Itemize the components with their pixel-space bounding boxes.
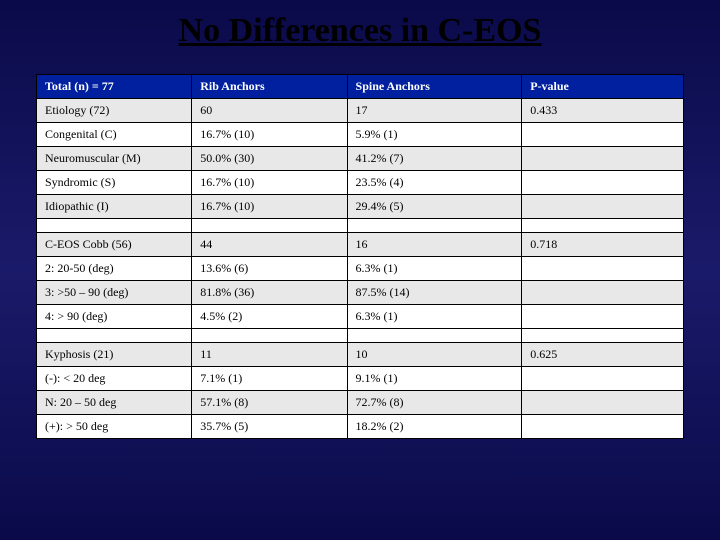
cell: Idiopathic (I): [37, 195, 192, 219]
table-row: Syndromic (S) 16.7% (10) 23.5% (4): [37, 171, 684, 195]
cell: 5.9% (1): [347, 123, 522, 147]
cell: 44: [192, 233, 347, 257]
cell: [522, 415, 684, 439]
cell: [522, 367, 684, 391]
cell: [522, 195, 684, 219]
cell: 29.4% (5): [347, 195, 522, 219]
cell: Syndromic (S): [37, 171, 192, 195]
cell: Kyphosis (21): [37, 343, 192, 367]
table-row: C-EOS Cobb (56) 44 16 0.718: [37, 233, 684, 257]
cell: 16.7% (10): [192, 123, 347, 147]
table-row: 2: 20-50 (deg) 13.6% (6) 6.3% (1): [37, 257, 684, 281]
cell: 4.5% (2): [192, 305, 347, 329]
cell: C-EOS Cobb (56): [37, 233, 192, 257]
cell: 60: [192, 99, 347, 123]
cell: Etiology (72): [37, 99, 192, 123]
cell: 35.7% (5): [192, 415, 347, 439]
table-row: 4: > 90 (deg) 4.5% (2) 6.3% (1): [37, 305, 684, 329]
table-row: Neuromuscular (M) 50.0% (30) 41.2% (7): [37, 147, 684, 171]
table-row: 3: >50 – 90 (deg) 81.8% (36) 87.5% (14): [37, 281, 684, 305]
cell: 11: [192, 343, 347, 367]
cell: 87.5% (14): [347, 281, 522, 305]
slide-title-wrap: No Differences in C-EOS: [0, 0, 720, 56]
header-cell: P-value: [522, 75, 684, 99]
table-row: (-): < 20 deg 7.1% (1) 9.1% (1): [37, 367, 684, 391]
cell: 81.8% (36): [192, 281, 347, 305]
table-row: Etiology (72) 60 17 0.433: [37, 99, 684, 123]
table-row: Kyphosis (21) 11 10 0.625: [37, 343, 684, 367]
cell: 57.1% (8): [192, 391, 347, 415]
cell: 72.7% (8): [347, 391, 522, 415]
header-cell: Total (n) = 77: [37, 75, 192, 99]
cell: N: 20 – 50 deg: [37, 391, 192, 415]
cell: (-): < 20 deg: [37, 367, 192, 391]
table-row: Congenital (C) 16.7% (10) 5.9% (1): [37, 123, 684, 147]
cell: 6.3% (1): [347, 305, 522, 329]
cell: [522, 281, 684, 305]
header-cell: Spine Anchors: [347, 75, 522, 99]
cell: 16.7% (10): [192, 195, 347, 219]
spacer-row: [37, 329, 684, 343]
cell: 2: 20-50 (deg): [37, 257, 192, 281]
header-cell: Rib Anchors: [192, 75, 347, 99]
table-header-row: Total (n) = 77 Rib Anchors Spine Anchors…: [37, 75, 684, 99]
cell: 0.718: [522, 233, 684, 257]
cell: [522, 391, 684, 415]
cell: [522, 123, 684, 147]
cell: 16: [347, 233, 522, 257]
table-row: (+): > 50 deg 35.7% (5) 18.2% (2): [37, 415, 684, 439]
cell: 9.1% (1): [347, 367, 522, 391]
spacer-row: [37, 219, 684, 233]
table-container: Total (n) = 77 Rib Anchors Spine Anchors…: [0, 56, 720, 439]
data-table: Total (n) = 77 Rib Anchors Spine Anchors…: [36, 74, 684, 439]
cell: [522, 171, 684, 195]
cell: 23.5% (4): [347, 171, 522, 195]
cell: 0.433: [522, 99, 684, 123]
cell: 13.6% (6): [192, 257, 347, 281]
cell: (+): > 50 deg: [37, 415, 192, 439]
cell: Congenital (C): [37, 123, 192, 147]
slide-title: No Differences in C-EOS: [179, 12, 542, 50]
table-row: N: 20 – 50 deg 57.1% (8) 72.7% (8): [37, 391, 684, 415]
cell: 3: >50 – 90 (deg): [37, 281, 192, 305]
table-body: Total (n) = 77 Rib Anchors Spine Anchors…: [37, 75, 684, 439]
cell: 6.3% (1): [347, 257, 522, 281]
cell: 7.1% (1): [192, 367, 347, 391]
cell: 41.2% (7): [347, 147, 522, 171]
cell: 4: > 90 (deg): [37, 305, 192, 329]
table-row: Idiopathic (I) 16.7% (10) 29.4% (5): [37, 195, 684, 219]
cell: [522, 257, 684, 281]
cell: 16.7% (10): [192, 171, 347, 195]
cell: 17: [347, 99, 522, 123]
cell: [522, 147, 684, 171]
cell: [522, 305, 684, 329]
cell: 0.625: [522, 343, 684, 367]
cell: 50.0% (30): [192, 147, 347, 171]
cell: 10: [347, 343, 522, 367]
cell: 18.2% (2): [347, 415, 522, 439]
cell: Neuromuscular (M): [37, 147, 192, 171]
